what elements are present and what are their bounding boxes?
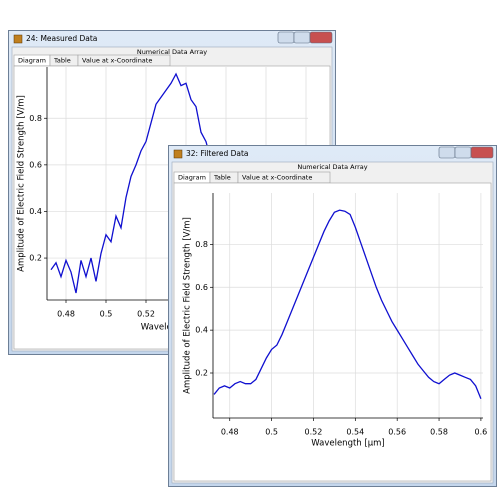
tab-label[interactable]: Value at x-Coordinate — [82, 57, 152, 65]
y-tick-label: 0.4 — [195, 326, 208, 335]
window-title: 24: Measured Data — [26, 34, 97, 43]
panel-header: Numerical Data Array — [137, 48, 207, 56]
window-icon — [173, 149, 183, 159]
x-tick-label: 0.58 — [430, 428, 448, 437]
tab-label[interactable]: Diagram — [18, 57, 46, 65]
x-tick-label: 0.48 — [221, 428, 239, 437]
y-tick-label: 0.6 — [29, 160, 42, 169]
close-button[interactable] — [470, 146, 494, 159]
y-tick-label: 0.6 — [195, 283, 208, 292]
close-button[interactable] — [309, 31, 333, 44]
window: 32: Filtered Data Numerical Data Array Dia… — [168, 145, 497, 487]
tab-label[interactable]: Table — [213, 174, 231, 182]
minimize-button[interactable] — [277, 31, 295, 44]
x-axis-label: Wavelength [μm] — [311, 439, 384, 449]
panel-header: Numerical Data Array — [297, 163, 367, 171]
y-tick-label: 0.8 — [195, 240, 208, 249]
x-tick-label: 0.48 — [57, 310, 75, 319]
y-tick-label: 0.8 — [29, 114, 42, 123]
tab-label[interactable]: Table — [53, 57, 71, 65]
plot-panel — [173, 182, 492, 482]
x-tick-label: 0.52 — [137, 310, 155, 319]
x-tick-label: 0.52 — [305, 428, 323, 437]
x-tick-label: 0.5 — [100, 310, 113, 319]
maximize-button[interactable] — [454, 146, 472, 159]
tab-label[interactable]: Value at x-Coordinate — [242, 174, 312, 182]
x-tick-label: 0.56 — [388, 428, 406, 437]
window-icon — [13, 34, 23, 44]
data-line — [213, 209, 482, 399]
tab-label[interactable]: Diagram — [178, 174, 206, 182]
y-tick-label: 0.4 — [29, 207, 42, 216]
y-axis-label: Amplitude of Electric Field Strength [V/… — [183, 217, 193, 394]
minimize-button[interactable] — [438, 146, 456, 159]
x-tick-label: 0.5 — [265, 428, 278, 437]
window-title: 32: Filtered Data — [186, 149, 249, 158]
y-tick-label: 0.2 — [29, 254, 42, 263]
x-tick-label: 0.6 — [475, 428, 488, 437]
x-tick-label: 0.54 — [346, 428, 364, 437]
y-tick-label: 0.2 — [195, 369, 208, 378]
y-axis-label: Amplitude of Electric Field Strength [V/… — [17, 95, 27, 272]
maximize-button[interactable] — [293, 31, 311, 44]
